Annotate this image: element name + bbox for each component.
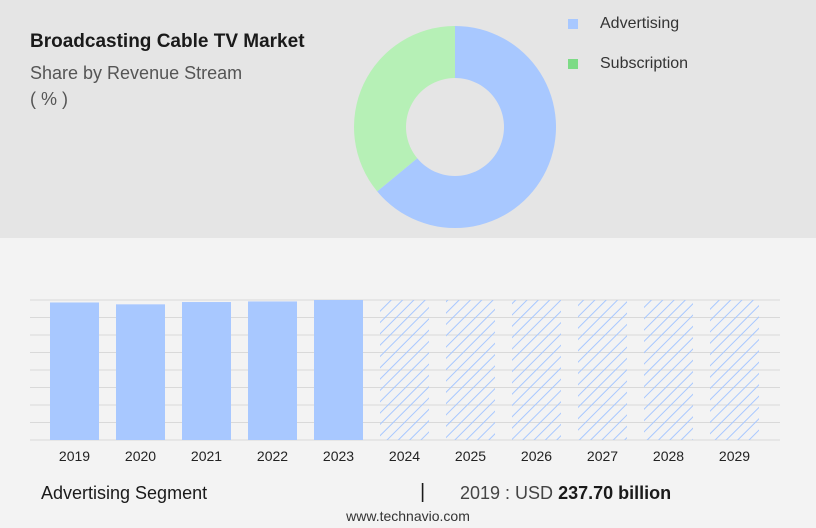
x-tick-label-2023: 2023 (323, 448, 354, 464)
x-tick-label-2020: 2020 (125, 448, 156, 464)
donut-slice-subscription (354, 26, 455, 192)
bar-2021 (182, 302, 231, 440)
legend-label-advertising: Advertising (600, 15, 680, 32)
chart-title: Broadcasting Cable TV Market (30, 31, 305, 52)
bar-2019 (50, 302, 99, 440)
segment-year-prefix: 2019 : USD (460, 483, 554, 503)
source-link[interactable]: www.technavio.com (346, 508, 470, 524)
footer-separator: | (420, 481, 426, 503)
x-tick-label-2024: 2024 (389, 448, 420, 464)
donut-slice-advertising (377, 26, 556, 229)
bar-2022 (248, 301, 297, 440)
bar-2029 (710, 300, 759, 440)
x-tick-label-2025: 2025 (455, 448, 486, 464)
legend-item-advertising: Advertising (568, 14, 688, 34)
revenue-share-donut-chart (354, 26, 556, 229)
segment-label: Advertising Segment (41, 483, 208, 503)
x-tick-label-2019: 2019 (59, 448, 90, 464)
legend-swatch-subscription (568, 59, 578, 69)
x-tick-label-2028: 2028 (653, 448, 684, 464)
bar-2023 (314, 300, 363, 440)
segment-value-amount: 237.70 billion (558, 483, 672, 503)
legend-label-subscription: Subscription (600, 55, 689, 72)
chart-unit: ( % ) (30, 89, 68, 109)
bar-2020 (116, 304, 165, 440)
chart-legend: Advertising Subscription (568, 14, 688, 94)
bar-2028 (644, 300, 693, 440)
x-tick-label-2027: 2027 (587, 448, 618, 464)
x-tick-label-2029: 2029 (719, 448, 750, 464)
bar-2025 (446, 300, 495, 440)
x-tick-label-2026: 2026 (521, 448, 552, 464)
bar-2027 (578, 300, 627, 440)
legend-item-subscription: Subscription (568, 54, 688, 74)
legend-swatch-advertising (568, 19, 578, 29)
chart-subtitle: Share by Revenue Stream (30, 63, 243, 83)
segment-bar-chart: 2019 2020 2021 2022 2023 2024 2025 2026 2027 2028… (30, 299, 780, 464)
x-tick-label-2022: 2022 (257, 448, 288, 464)
x-tick-label-2021: 2021 (191, 448, 222, 464)
segment-value: 2019 : USD 237.70 billion (460, 483, 671, 504)
bar-2024 (380, 300, 429, 440)
bar-2026 (512, 300, 561, 440)
